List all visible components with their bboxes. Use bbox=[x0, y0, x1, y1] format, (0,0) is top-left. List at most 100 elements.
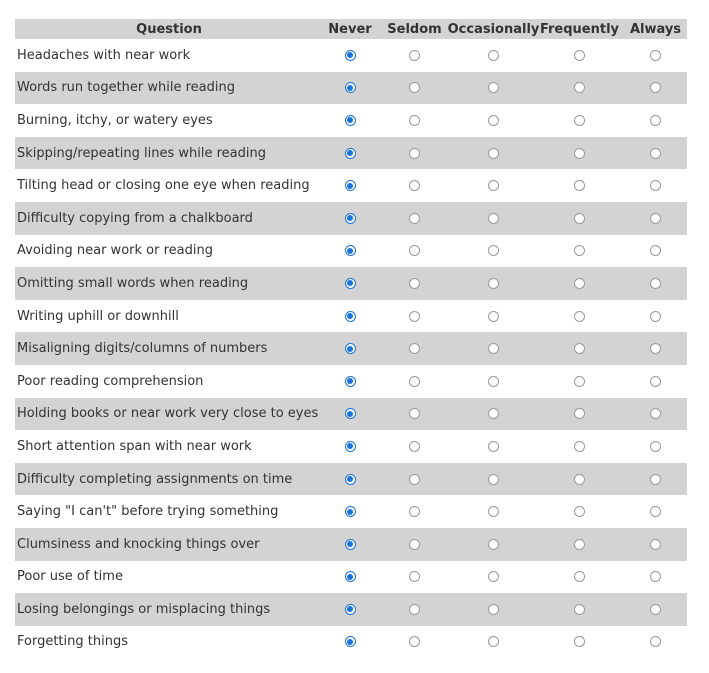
radio-occasionally[interactable] bbox=[488, 473, 499, 485]
radio-always[interactable] bbox=[650, 49, 661, 61]
radio-always[interactable] bbox=[650, 147, 661, 159]
radio-frequently[interactable] bbox=[574, 636, 585, 648]
radio-always[interactable] bbox=[650, 343, 661, 355]
radio-never[interactable] bbox=[344, 245, 356, 257]
question-label: Words run together while reading bbox=[17, 80, 235, 96]
radio-occasionally[interactable] bbox=[488, 538, 499, 550]
radio-seldom[interactable] bbox=[409, 82, 420, 94]
option-cell bbox=[323, 277, 377, 289]
radio-never[interactable] bbox=[344, 212, 356, 224]
radio-frequently[interactable] bbox=[574, 538, 585, 550]
radio-occasionally[interactable] bbox=[488, 375, 499, 387]
radio-always[interactable] bbox=[650, 408, 661, 420]
radio-occasionally[interactable] bbox=[488, 147, 499, 159]
radio-always[interactable] bbox=[650, 310, 661, 322]
radio-occasionally[interactable] bbox=[488, 408, 499, 420]
radio-occasionally[interactable] bbox=[488, 603, 499, 615]
radio-seldom[interactable] bbox=[409, 603, 420, 615]
table-row: Tilting head or closing one eye when rea… bbox=[15, 169, 687, 202]
radio-never[interactable] bbox=[344, 506, 356, 518]
radio-always[interactable] bbox=[650, 538, 661, 550]
radio-frequently[interactable] bbox=[574, 49, 585, 61]
radio-frequently[interactable] bbox=[574, 147, 585, 159]
radio-never[interactable] bbox=[344, 343, 356, 355]
radio-seldom[interactable] bbox=[409, 49, 420, 61]
radio-always[interactable] bbox=[650, 473, 661, 485]
radio-never[interactable] bbox=[344, 180, 356, 192]
radio-seldom[interactable] bbox=[409, 473, 420, 485]
radio-never[interactable] bbox=[344, 473, 356, 485]
radio-seldom[interactable] bbox=[409, 506, 420, 518]
radio-occasionally[interactable] bbox=[488, 636, 499, 648]
radio-frequently[interactable] bbox=[574, 310, 585, 322]
radio-seldom[interactable] bbox=[409, 571, 420, 583]
radio-seldom[interactable] bbox=[409, 245, 420, 257]
radio-frequently[interactable] bbox=[574, 212, 585, 224]
radio-always[interactable] bbox=[650, 440, 661, 452]
radio-occasionally[interactable] bbox=[488, 245, 499, 257]
radio-seldom[interactable] bbox=[409, 310, 420, 322]
radio-never[interactable] bbox=[344, 408, 356, 420]
radio-occasionally[interactable] bbox=[488, 114, 499, 126]
radio-never[interactable] bbox=[344, 277, 356, 289]
radio-always[interactable] bbox=[650, 506, 661, 518]
option-cell bbox=[624, 506, 687, 518]
radio-frequently[interactable] bbox=[574, 408, 585, 420]
radio-occasionally[interactable] bbox=[488, 82, 499, 94]
radio-always[interactable] bbox=[650, 82, 661, 94]
radio-seldom[interactable] bbox=[409, 343, 420, 355]
radio-occasionally[interactable] bbox=[488, 343, 499, 355]
radio-frequently[interactable] bbox=[574, 506, 585, 518]
radio-never[interactable] bbox=[344, 538, 356, 550]
option-cell bbox=[452, 310, 535, 322]
radio-frequently[interactable] bbox=[574, 440, 585, 452]
radio-always[interactable] bbox=[650, 114, 661, 126]
radio-frequently[interactable] bbox=[574, 114, 585, 126]
radio-seldom[interactable] bbox=[409, 277, 420, 289]
radio-occasionally[interactable] bbox=[488, 49, 499, 61]
radio-frequently[interactable] bbox=[574, 473, 585, 485]
radio-frequently[interactable] bbox=[574, 82, 585, 94]
radio-always[interactable] bbox=[650, 212, 661, 224]
radio-never[interactable] bbox=[344, 49, 356, 61]
radio-seldom[interactable] bbox=[409, 375, 420, 387]
radio-frequently[interactable] bbox=[574, 245, 585, 257]
radio-occasionally[interactable] bbox=[488, 212, 499, 224]
radio-frequently[interactable] bbox=[574, 343, 585, 355]
radio-never[interactable] bbox=[344, 571, 356, 583]
radio-occasionally[interactable] bbox=[488, 277, 499, 289]
radio-frequently[interactable] bbox=[574, 277, 585, 289]
radio-occasionally[interactable] bbox=[488, 506, 499, 518]
radio-never[interactable] bbox=[344, 636, 356, 648]
radio-occasionally[interactable] bbox=[488, 180, 499, 192]
radio-never[interactable] bbox=[344, 82, 356, 94]
radio-always[interactable] bbox=[650, 245, 661, 257]
radio-occasionally[interactable] bbox=[488, 571, 499, 583]
radio-never[interactable] bbox=[344, 375, 356, 387]
radio-seldom[interactable] bbox=[409, 538, 420, 550]
radio-always[interactable] bbox=[650, 375, 661, 387]
radio-occasionally[interactable] bbox=[488, 310, 499, 322]
radio-seldom[interactable] bbox=[409, 114, 420, 126]
radio-always[interactable] bbox=[650, 636, 661, 648]
radio-seldom[interactable] bbox=[409, 636, 420, 648]
radio-seldom[interactable] bbox=[409, 147, 420, 159]
radio-frequently[interactable] bbox=[574, 603, 585, 615]
radio-frequently[interactable] bbox=[574, 571, 585, 583]
radio-frequently[interactable] bbox=[574, 375, 585, 387]
radio-never[interactable] bbox=[344, 310, 356, 322]
radio-frequently[interactable] bbox=[574, 180, 585, 192]
radio-always[interactable] bbox=[650, 180, 661, 192]
radio-always[interactable] bbox=[650, 571, 661, 583]
radio-never[interactable] bbox=[344, 147, 356, 159]
radio-never[interactable] bbox=[344, 603, 356, 615]
radio-seldom[interactable] bbox=[409, 180, 420, 192]
radio-seldom[interactable] bbox=[409, 408, 420, 420]
radio-always[interactable] bbox=[650, 277, 661, 289]
radio-seldom[interactable] bbox=[409, 440, 420, 452]
radio-seldom[interactable] bbox=[409, 212, 420, 224]
radio-always[interactable] bbox=[650, 603, 661, 615]
radio-occasionally[interactable] bbox=[488, 440, 499, 452]
radio-never[interactable] bbox=[344, 440, 356, 452]
radio-never[interactable] bbox=[344, 114, 356, 126]
